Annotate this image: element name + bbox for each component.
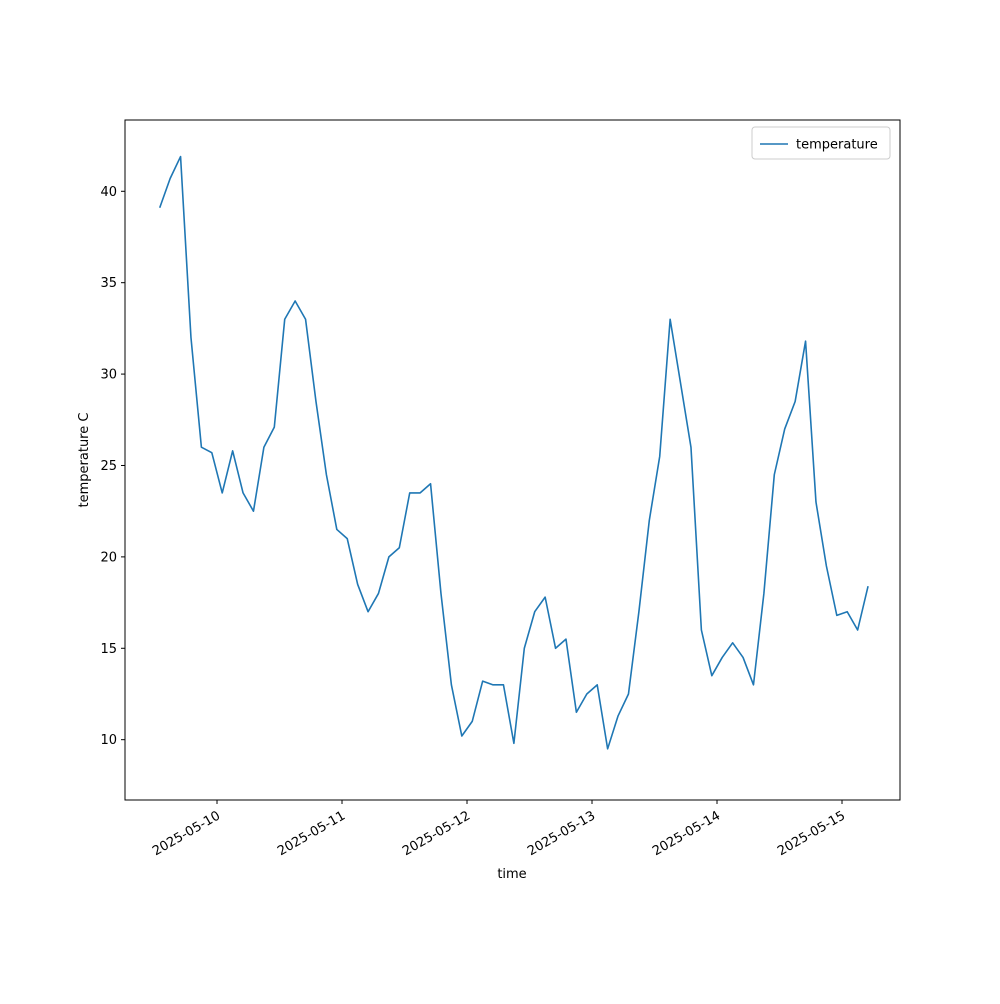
y-axis-label: temperature C (77, 413, 92, 508)
x-axis-label: time (497, 867, 526, 882)
line (158, 155, 869, 750)
y-tick-label: 20 (100, 550, 117, 565)
legend-box (751, 126, 891, 160)
y-tick-label: 40 (100, 185, 117, 200)
y-tick-label: 25 (100, 459, 117, 474)
legend-label: temperature (796, 138, 878, 153)
y-tick-label: 10 (100, 733, 117, 748)
y-tick-label: 35 (100, 276, 117, 291)
x-tick-label: 2025-05-15 (775, 808, 848, 859)
y-tick-label: 15 (100, 642, 117, 657)
x-tick-label: 2025-05-14 (650, 808, 723, 859)
x-tick-label: 2025-05-11 (275, 808, 348, 859)
plot-frame (124, 119, 901, 801)
x-tick-label: 2025-05-13 (525, 808, 598, 859)
y-tick-label: 30 (100, 368, 117, 383)
x-tick-label: 2025-05-10 (150, 808, 223, 859)
x-tick-label: 2025-05-12 (400, 808, 473, 859)
